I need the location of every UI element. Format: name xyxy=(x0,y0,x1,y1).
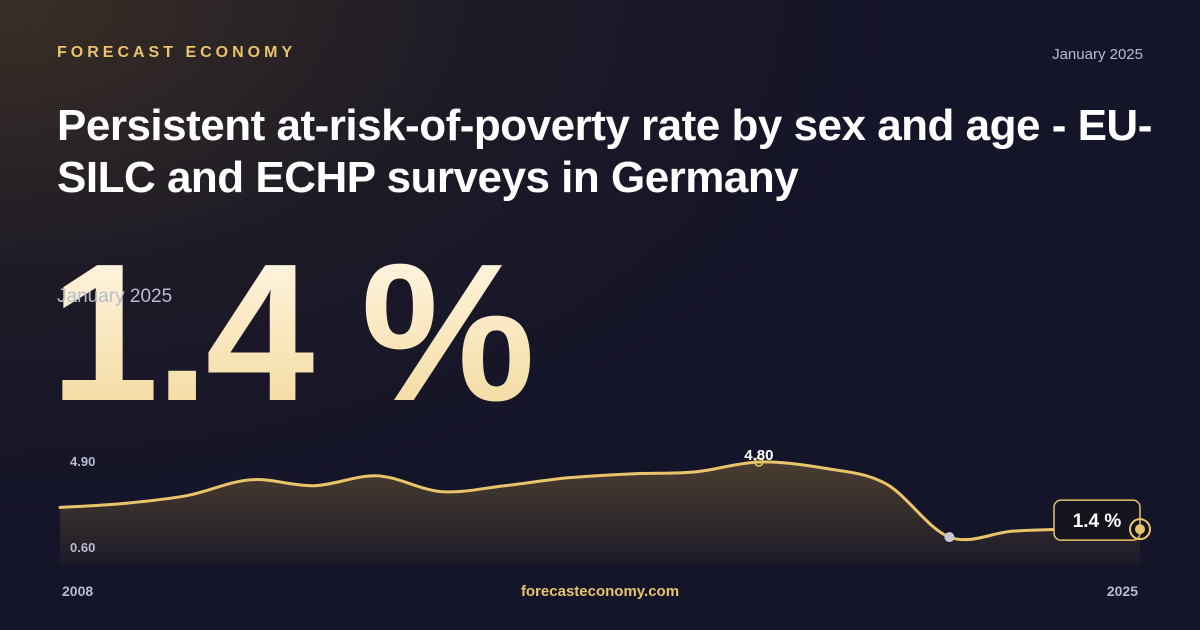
header-date: January 2025 xyxy=(1052,46,1143,63)
peak-value-label: 4.80 xyxy=(744,447,773,464)
chart-area-fill xyxy=(60,461,1140,565)
brand-label: FORECAST ECONOMY xyxy=(57,44,297,61)
y-tick-min: 0.60 xyxy=(70,540,95,555)
low-marker xyxy=(944,532,955,543)
last-value-label: 1.4 % xyxy=(1073,511,1122,532)
headline-date: January 2025 xyxy=(57,286,173,307)
peak-marker xyxy=(754,457,764,467)
last-point-ring xyxy=(1129,518,1151,541)
x-label-start: 2008 xyxy=(62,583,93,599)
x-label-end: 2025 xyxy=(1107,583,1138,599)
footer-site: forecasteconomy.com xyxy=(520,583,680,600)
last-point-marker xyxy=(1135,524,1145,535)
page-title: Persistent at-risk-of-poverty rate by se… xyxy=(57,101,1152,202)
headline-value: 1.4 % xyxy=(50,223,535,442)
y-tick-max: 4.90 xyxy=(70,454,95,469)
